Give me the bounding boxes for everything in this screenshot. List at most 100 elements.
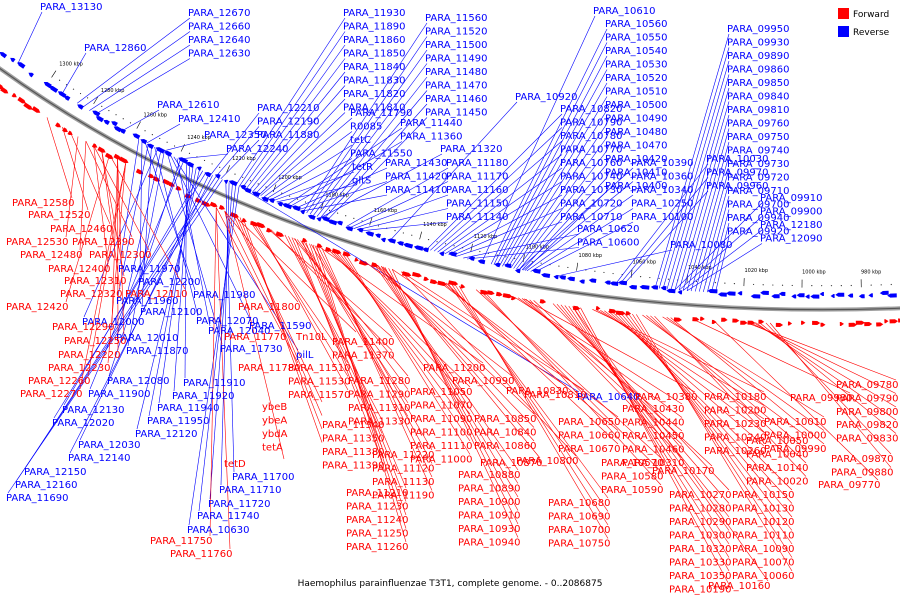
reverse-gene-label: PARA_09760 (727, 119, 789, 130)
label-leader-line (392, 269, 567, 387)
scale-minor-tick (353, 217, 355, 219)
reverse-gene-label: PARA_12100 (140, 307, 202, 318)
label-leader-line (63, 170, 204, 406)
forward-gene-label: ybdA (262, 429, 288, 440)
reverse-gene-label: PARA_11830 (343, 76, 405, 87)
forward-gene-label: PARA_10660 (558, 431, 620, 442)
reverse-gene-label: PARA_10250 (631, 199, 693, 210)
reverse-gene-label: PARA_12350 (204, 130, 266, 141)
forward-gene-label: PARA_11350 (322, 434, 384, 445)
forward-gene-label: PARA_10860 (474, 441, 536, 452)
label-leader-line (388, 268, 519, 525)
legend-forward-label: Forward (853, 10, 889, 20)
reverse-gene-arrow (707, 289, 718, 294)
scale-minor-tick (479, 250, 481, 253)
reverse-gene-arrow (666, 288, 676, 294)
reverse-gene-label: PARA_12140 (68, 453, 130, 464)
label-leader-line (263, 131, 353, 198)
forward-gene-label: PARA_09830 (836, 434, 898, 445)
forward-gene-label: PARA_12290 (52, 322, 114, 333)
label-leader-line (698, 182, 730, 292)
label-leader-line (703, 195, 730, 292)
forward-gene-arrow (31, 106, 41, 113)
label-leader-line (390, 101, 518, 241)
reverse-gene-label: PARA_10610 (593, 6, 655, 17)
scale-minor-tick (411, 234, 413, 236)
forward-gene-label: PARA_10890 (458, 484, 520, 495)
label-leader-line (256, 224, 349, 391)
reverse-gene-label: PARA_11740 (197, 511, 259, 522)
label-leader-line (377, 265, 519, 484)
label-leader-line (267, 144, 353, 199)
label-leader-line (117, 159, 125, 337)
label-leader-line (493, 42, 608, 265)
reverse-gene-arrow (887, 293, 897, 298)
label-leader-line (502, 82, 608, 267)
label-leader-line (552, 303, 730, 491)
label-leader-line (242, 187, 580, 393)
label-leader-line (534, 221, 634, 273)
scale-minor-tick (811, 285, 813, 287)
reverse-gene-arrow (316, 217, 322, 222)
label-leader-line (401, 271, 577, 457)
forward-gene-label: PARA_12310 (64, 276, 126, 287)
scale-minor-tick (219, 166, 221, 168)
forward-gene-label: PARA_10700 (548, 525, 610, 536)
forward-gene-arrow (721, 317, 728, 322)
reverse-gene-arrow (737, 291, 743, 296)
label-leader-line (215, 126, 260, 177)
label-leader-line (220, 182, 230, 486)
reverse-gene-arrow (439, 251, 445, 257)
label-leader-line (496, 55, 608, 266)
forward-gene-label: Tn10L (295, 332, 327, 343)
label-leader-line (437, 154, 563, 253)
scale-minor-tick (639, 276, 642, 278)
label-leader-line (360, 221, 449, 232)
scale-minor-tick (821, 285, 823, 287)
scale-minor-tick (122, 118, 124, 120)
reverse-gene-label: PARA_10030 (706, 154, 768, 165)
forward-gene-arrow (876, 322, 884, 327)
reverse-gene-arrow (650, 285, 659, 290)
reverse-gene-arrow (771, 294, 780, 299)
forward-gene-label: tetA (262, 443, 283, 454)
label-leader-line (7, 179, 223, 494)
forward-gene-label: PARA_10110 (732, 531, 794, 542)
label-leader-line (93, 145, 109, 265)
reverse-gene-label: PARA_10620 (577, 224, 639, 235)
scale-minor-tick (151, 134, 153, 136)
reverse-gene-arrow (628, 285, 637, 290)
label-leader-line (270, 158, 353, 200)
scale-minor-tick (649, 276, 651, 279)
scale-minor-tick (603, 271, 605, 274)
reverse-gene-arrow (387, 238, 396, 244)
label-leader-line (93, 145, 150, 251)
forward-gene-arrow (358, 260, 369, 266)
reverse-gene-label: PARA_10630 (187, 525, 249, 536)
scale-minor-tick (724, 282, 726, 284)
label-leader-line (516, 150, 608, 270)
label-leader-line (479, 290, 662, 472)
label-leader-line (242, 44, 346, 189)
label-leader-line (666, 74, 730, 290)
reverse-gene-arrow (164, 150, 173, 157)
forward-gene-label: PARA_12230 (48, 363, 110, 374)
label-leader-line (455, 221, 563, 257)
label-leader-line (619, 177, 709, 285)
forward-gene-label: PARA_10140 (746, 463, 808, 474)
reverse-gene-arrow (413, 245, 424, 251)
forward-gene-label: PARA_10180 (704, 392, 766, 403)
label-leader-line (391, 269, 519, 538)
forward-gene-label: PARA_12300 (89, 250, 151, 261)
reverse-gene-arrow (558, 275, 566, 280)
reverse-gene-label: PARA_11940 (157, 403, 219, 414)
label-leader-line (65, 154, 110, 303)
scale-minor-tick (79, 92, 82, 95)
forward-gene-label: PARA_10330 (669, 558, 731, 569)
label-leader-line (759, 322, 897, 434)
label-leader-line (483, 290, 662, 486)
reverse-gene-arrow (28, 72, 34, 78)
forward-gene-label: PARA_11310 (348, 403, 410, 414)
forward-gene-arrow (342, 251, 351, 257)
scale-minor-tick (129, 122, 132, 124)
